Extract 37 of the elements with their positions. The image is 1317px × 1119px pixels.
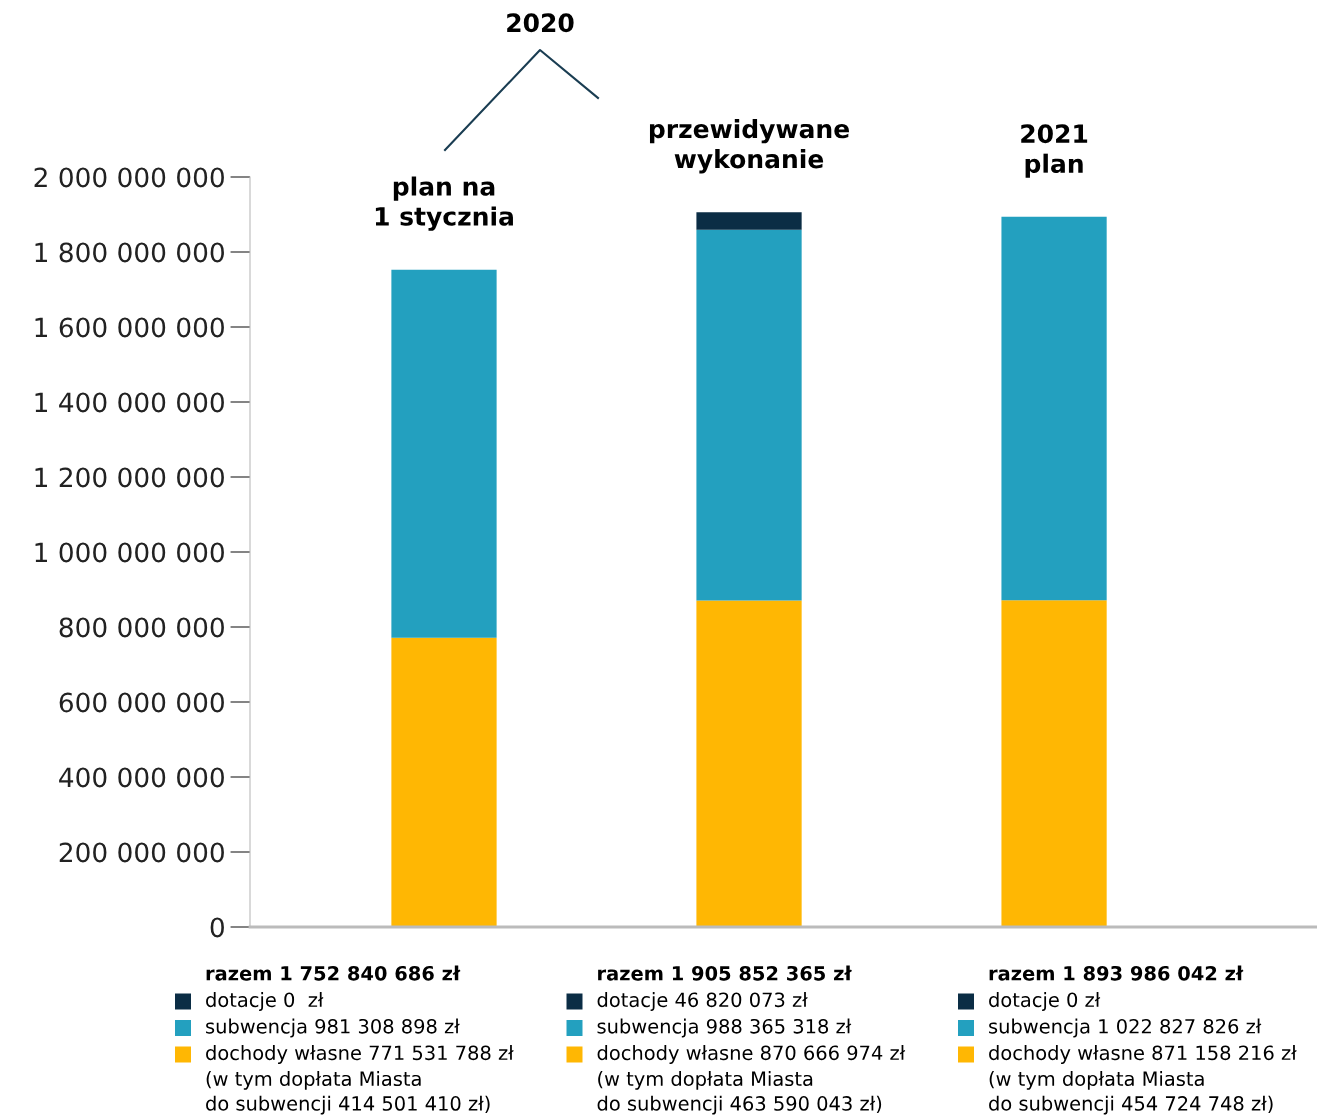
bar xyxy=(696,600,802,927)
bar xyxy=(1001,600,1107,927)
text: razem 1 893 986 042 zł xyxy=(989,965,1244,981)
text: razem 1 752 840 686 zł xyxy=(206,965,461,981)
text: 2020 xyxy=(507,13,574,33)
text: subwencja 981 308 898 zł xyxy=(206,1018,460,1038)
y-tick-label: 200 000 000 xyxy=(59,842,224,863)
text: (w tym dopłata Miasta do subwencji 414 501 410 zł) xyxy=(206,1071,490,1115)
y-tick-label: 2 000 000 000 xyxy=(34,167,224,188)
bar xyxy=(391,637,497,927)
text: razem 1 905 852 365 zł xyxy=(598,965,853,981)
bar xyxy=(1001,216,1107,601)
y-tick-label: 400 000 000 xyxy=(59,767,224,788)
x-tick-label: przewidywane wykonanie xyxy=(649,118,849,174)
y-tick-label: 1 400 000 000 xyxy=(35,392,224,413)
y-tick-label: 0 xyxy=(210,917,224,938)
text: dotacje 0 zł xyxy=(206,992,324,1011)
y-tick-label: 1 200 000 000 xyxy=(35,467,224,488)
text: (w tym dopłata Miasta do subwencji 463 590 043 zł) xyxy=(597,1071,882,1115)
bar xyxy=(696,212,802,230)
text: dochody własne 871 158 216 zł xyxy=(989,1045,1297,1064)
y-tick-label: 1 800 000 000 xyxy=(35,242,224,263)
bar xyxy=(391,269,497,638)
bar xyxy=(696,229,802,601)
y-tick-label: 1 600 000 000 xyxy=(35,317,224,338)
y-tick-label: 1 000 000 000 xyxy=(35,542,224,563)
y-tick-label: 800 000 000 xyxy=(59,617,224,638)
text: subwencja 988 365 318 zł xyxy=(597,1018,852,1038)
x-tick-label: 2021 plan xyxy=(1021,124,1088,178)
text: dochody własne 870 666 974 zł xyxy=(597,1045,906,1064)
text: dotacje 0 zł xyxy=(989,992,1101,1011)
text: dotacje 46 820 073 zł xyxy=(597,992,808,1011)
y-tick-label: 600 000 000 xyxy=(59,692,224,713)
text: subwencja 1 022 827 826 zł xyxy=(989,1018,1262,1038)
text: dochody własne 771 531 788 zł xyxy=(206,1045,514,1064)
text: (w tym dopłata Miasta do subwencji 454 724 748 zł) xyxy=(989,1071,1273,1115)
x-tick-label: plan na 1 stycznia xyxy=(375,176,513,231)
